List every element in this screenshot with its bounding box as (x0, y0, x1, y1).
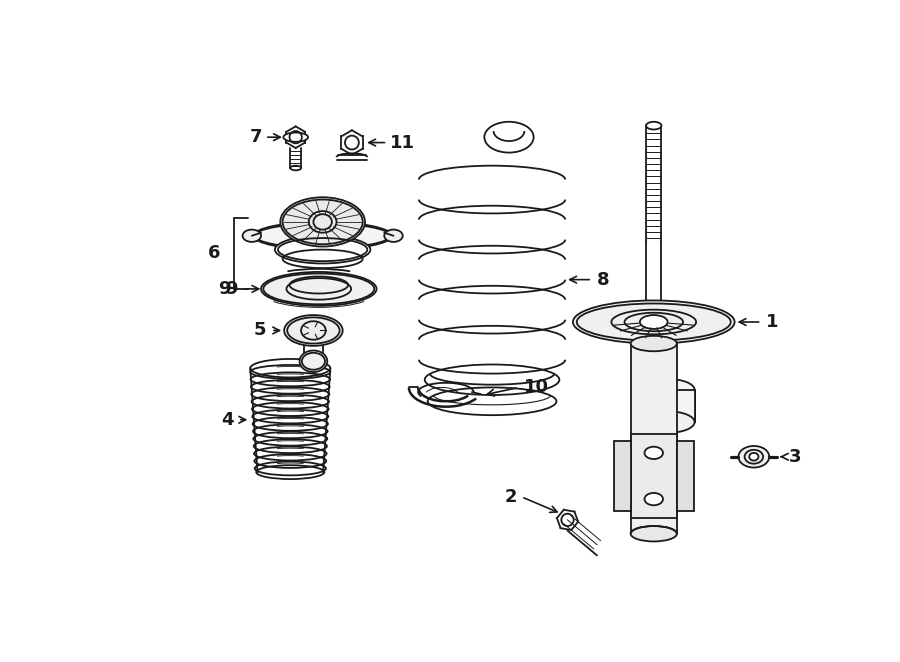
Ellipse shape (573, 301, 734, 344)
Text: 1: 1 (766, 313, 778, 331)
Ellipse shape (261, 272, 376, 306)
Ellipse shape (644, 447, 663, 459)
Ellipse shape (243, 230, 261, 242)
Ellipse shape (641, 411, 695, 433)
Ellipse shape (640, 315, 668, 329)
Text: 2: 2 (504, 488, 517, 506)
Ellipse shape (644, 493, 663, 505)
Ellipse shape (738, 446, 770, 467)
Bar (631, 344, 677, 534)
Ellipse shape (631, 336, 677, 352)
Ellipse shape (641, 379, 695, 401)
Text: 3: 3 (789, 448, 802, 466)
Bar (631, 434, 677, 518)
Ellipse shape (384, 230, 402, 242)
Ellipse shape (631, 526, 677, 542)
Text: 9: 9 (225, 280, 238, 298)
Ellipse shape (749, 453, 759, 461)
Ellipse shape (280, 197, 365, 246)
Ellipse shape (646, 122, 662, 130)
Text: 5: 5 (254, 322, 266, 340)
Bar (614, 442, 631, 510)
Bar (677, 442, 694, 510)
Text: 11: 11 (391, 134, 416, 152)
Ellipse shape (274, 236, 371, 263)
Text: 10: 10 (524, 379, 549, 397)
Text: 7: 7 (249, 128, 262, 146)
Ellipse shape (253, 222, 392, 250)
Ellipse shape (300, 350, 328, 372)
Ellipse shape (284, 132, 308, 142)
Text: 9: 9 (218, 280, 230, 298)
Bar (641, 390, 695, 422)
Text: 6: 6 (208, 244, 220, 262)
Text: 4: 4 (220, 411, 233, 429)
Text: 8: 8 (597, 271, 609, 289)
Ellipse shape (250, 359, 330, 377)
Ellipse shape (284, 315, 343, 346)
